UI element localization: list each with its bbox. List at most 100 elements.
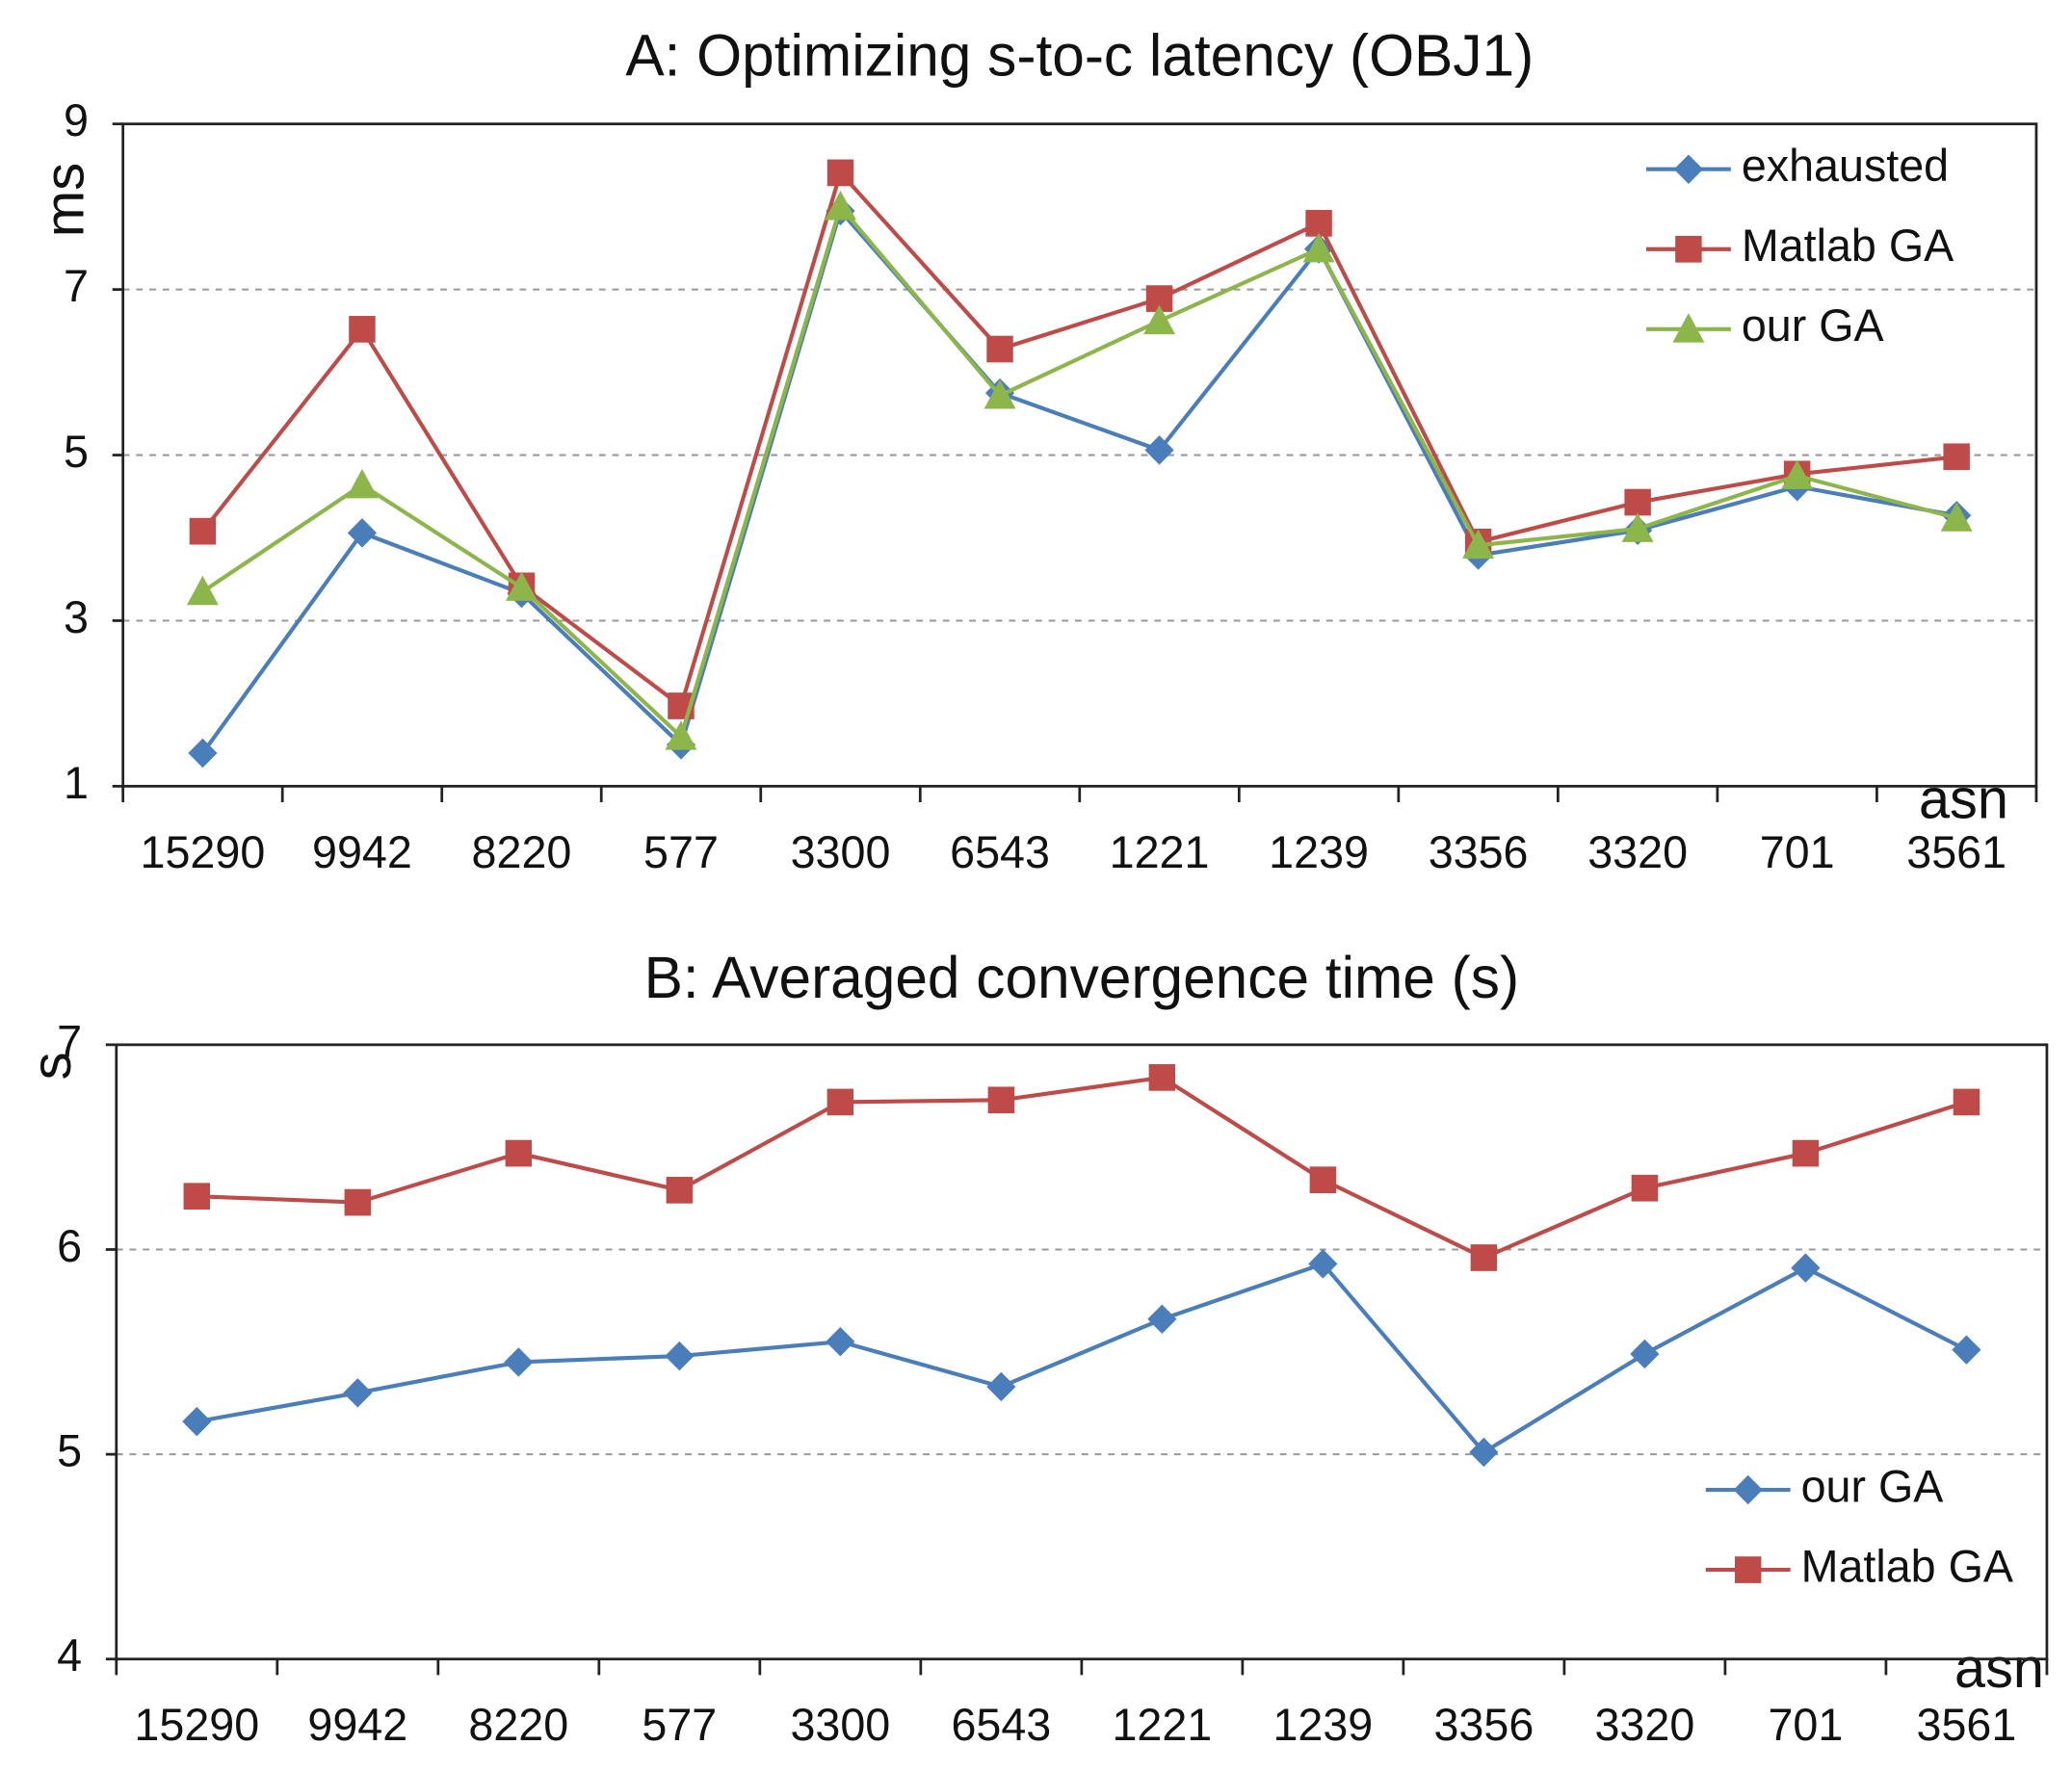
x-tick-label: 15290 bbox=[134, 1700, 259, 1750]
data-point bbox=[986, 1371, 1016, 1402]
x-tick-label: 3320 bbox=[1594, 1700, 1694, 1750]
data-point bbox=[1143, 304, 1176, 335]
data-point bbox=[826, 1088, 854, 1116]
x-tick-label: 9942 bbox=[312, 827, 412, 877]
y-tick-label: 3 bbox=[64, 592, 89, 642]
data-point bbox=[349, 316, 376, 343]
series-line bbox=[197, 1075, 1968, 1261]
data-point bbox=[1781, 459, 1814, 489]
x-tick-label: 3300 bbox=[791, 827, 891, 877]
legend-label: Matlab GA bbox=[1801, 1541, 2014, 1591]
data-point bbox=[1621, 512, 1654, 542]
data-point bbox=[1302, 232, 1335, 263]
x-tick-label: 9942 bbox=[307, 1700, 407, 1750]
data-point bbox=[986, 335, 1013, 363]
x-tick-label: 6543 bbox=[951, 1700, 1051, 1750]
legend-marker bbox=[1675, 235, 1702, 263]
data-point bbox=[183, 1183, 211, 1211]
x-tick-label: 701 bbox=[1760, 827, 1835, 877]
chart-title: B: Averaged convergence time (s) bbox=[644, 945, 1519, 1010]
chart-title: A: Optimizing s-to-c latency (OBJ1) bbox=[625, 22, 1534, 88]
data-point bbox=[825, 191, 856, 221]
x-tick-label: 8220 bbox=[468, 1700, 568, 1750]
series-line bbox=[200, 169, 1957, 710]
data-point bbox=[1144, 435, 1174, 465]
x-tick-label: 6543 bbox=[950, 827, 1050, 877]
data-point bbox=[987, 1086, 1015, 1114]
data-point bbox=[347, 518, 378, 548]
y-tick-label: 9 bbox=[64, 95, 89, 145]
x-tick-label: 3356 bbox=[1429, 827, 1529, 877]
y-tick-label: 7 bbox=[57, 1016, 82, 1066]
legend-label: exhausted bbox=[1742, 141, 1949, 191]
x-tick-label: 3300 bbox=[790, 1700, 890, 1750]
x-tick-label: 8220 bbox=[472, 827, 572, 877]
x-tick-label: 1221 bbox=[1112, 1700, 1212, 1750]
y-tick-label: 1 bbox=[64, 758, 89, 808]
legend-marker bbox=[1733, 1474, 1763, 1505]
series-line bbox=[201, 202, 1957, 741]
legend-label: our GA bbox=[1742, 300, 1885, 351]
data-point bbox=[189, 517, 217, 545]
data-point bbox=[346, 468, 379, 499]
y-axis-title: ms bbox=[35, 163, 96, 237]
data-point bbox=[1470, 1244, 1498, 1271]
data-point bbox=[1147, 1304, 1177, 1335]
data-point bbox=[1953, 1088, 1980, 1116]
legend-marker bbox=[1673, 154, 1704, 184]
data-point bbox=[1940, 502, 1973, 532]
data-point bbox=[1309, 1166, 1337, 1194]
data-point bbox=[826, 1326, 855, 1357]
legend-marker bbox=[1734, 1556, 1762, 1583]
data-point bbox=[1462, 529, 1495, 560]
data-point bbox=[666, 1176, 694, 1204]
x-tick-label: 3561 bbox=[1917, 1700, 2017, 1750]
data-point bbox=[344, 1188, 372, 1216]
x-tick-label: 1239 bbox=[1272, 1700, 1373, 1750]
legend-marker bbox=[1672, 313, 1705, 343]
x-tick-label: 577 bbox=[643, 827, 719, 877]
x-tick-label: 1239 bbox=[1269, 827, 1369, 877]
series-line bbox=[196, 1261, 1968, 1455]
data-point bbox=[1791, 1253, 1821, 1283]
y-tick-label: 4 bbox=[57, 1630, 82, 1680]
x-tick-label: 577 bbox=[642, 1700, 717, 1750]
data-point bbox=[182, 1406, 212, 1437]
legend-label: Matlab GA bbox=[1742, 221, 1954, 271]
data-point bbox=[188, 738, 218, 768]
x-tick-label: 701 bbox=[1768, 1700, 1843, 1750]
data-point bbox=[505, 571, 538, 601]
data-point bbox=[1943, 443, 1970, 471]
x-tick-label: 15290 bbox=[141, 827, 266, 877]
legend-label: our GA bbox=[1801, 1461, 1945, 1511]
x-tick-label: 1221 bbox=[1110, 827, 1210, 877]
data-point bbox=[504, 1347, 534, 1377]
data-point bbox=[186, 575, 219, 606]
y-tick-label: 7 bbox=[64, 261, 89, 311]
data-point bbox=[1624, 488, 1651, 516]
series-line bbox=[200, 206, 1957, 755]
data-point bbox=[1148, 1064, 1176, 1091]
data-point bbox=[984, 379, 1016, 409]
data-point bbox=[665, 720, 697, 750]
y-tick-label: 5 bbox=[57, 1425, 82, 1475]
data-point bbox=[1792, 1139, 1820, 1167]
data-point bbox=[1305, 210, 1332, 237]
y-tick-label: 5 bbox=[64, 427, 89, 477]
x-tick-label: 3320 bbox=[1587, 827, 1688, 877]
data-point bbox=[343, 1378, 373, 1408]
x-axis-title: asn bbox=[1954, 1638, 2044, 1700]
y-axis-title: s bbox=[21, 1052, 83, 1080]
x-tick-label: 3356 bbox=[1433, 1700, 1534, 1750]
data-point bbox=[826, 159, 854, 187]
data-point bbox=[1631, 1174, 1659, 1202]
x-tick-label: 3561 bbox=[1906, 827, 2006, 877]
data-point bbox=[665, 1341, 695, 1371]
y-tick-label: 6 bbox=[57, 1221, 82, 1271]
data-point bbox=[1469, 1437, 1499, 1468]
data-point bbox=[1952, 1335, 1981, 1365]
x-axis-title: asn bbox=[1919, 769, 2008, 831]
data-point bbox=[505, 1139, 533, 1167]
